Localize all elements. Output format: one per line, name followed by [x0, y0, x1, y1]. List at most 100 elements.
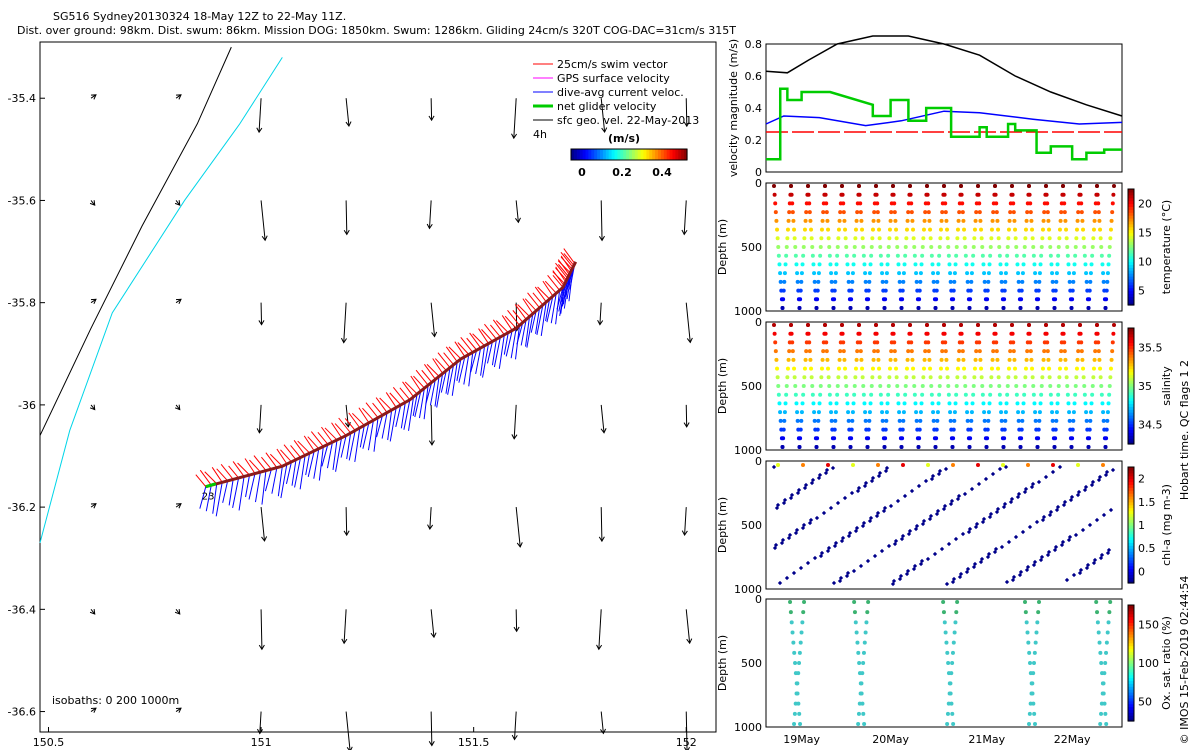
oxygen-colorbar-swatch	[1128, 636, 1134, 641]
temperature-sample	[1020, 271, 1025, 276]
date-x-tick-label: 20May	[872, 733, 909, 746]
temperature-sample	[1044, 192, 1049, 197]
salinity-sample	[944, 357, 949, 362]
oxygen-sample	[797, 661, 802, 665]
chlorophyll-sample	[1006, 539, 1012, 545]
temperature-y-tick-label: 1000	[734, 305, 762, 318]
salinity-sample	[1050, 410, 1055, 415]
oxygen-colorbar-swatch	[1128, 718, 1134, 722]
oxygen-sample	[942, 620, 947, 625]
oxygen-sample	[1029, 691, 1034, 696]
oxygen-sample	[950, 711, 955, 716]
oxygen-sample	[1023, 610, 1028, 615]
chlorophyll-sample	[832, 543, 838, 549]
temperature-colorbar-swatch	[1128, 302, 1134, 306]
swim-vector	[372, 402, 383, 416]
swim-vector	[389, 392, 402, 406]
temperature-sample	[968, 288, 973, 293]
salinity-sample	[999, 418, 1004, 423]
salinity-sample	[882, 445, 887, 449]
salinity-sample	[1013, 375, 1018, 380]
temperature-sample	[1037, 279, 1042, 284]
temperature-sample	[874, 192, 879, 197]
temperature-sample	[917, 297, 922, 302]
salinity-sample	[888, 357, 893, 362]
salinity-sample	[819, 375, 824, 380]
temperature-sample	[1091, 227, 1096, 232]
salinity-sample	[1041, 357, 1046, 362]
temperature-sample	[885, 262, 890, 267]
salinity-sample	[914, 418, 919, 423]
salinity-sample	[806, 323, 810, 327]
temperature-sample	[903, 253, 908, 258]
swim-vector	[375, 397, 388, 413]
salinity-sample	[1005, 384, 1010, 388]
geo-velocity-arrow	[345, 507, 348, 536]
salinity-sample	[989, 366, 994, 371]
swim-vector	[232, 461, 245, 477]
salinity-sample	[866, 436, 871, 441]
chlorophyll-sample	[842, 495, 848, 501]
geo-velocity-arrowhead	[428, 115, 435, 122]
salinity-sample	[811, 401, 816, 406]
salinity-sample	[863, 418, 868, 423]
oxygen-sample	[1037, 600, 1041, 604]
temperature-sample	[1038, 262, 1043, 267]
oxygen-colorbar-swatch	[1128, 686, 1134, 690]
chlorophyll-sample	[876, 473, 882, 479]
salinity-colorbar-tick: 35.5	[1138, 341, 1163, 354]
dive-avg-current-vector	[482, 343, 490, 378]
oxygen-sample	[800, 620, 805, 625]
temperature-sample	[1035, 306, 1040, 310]
salinity-sample	[863, 410, 868, 415]
dive-avg-current-vector	[516, 322, 524, 345]
swim-vector	[437, 352, 451, 368]
salinity-sample	[844, 392, 849, 397]
dive-avg-current-vector	[238, 476, 245, 511]
salinity-sample	[1062, 349, 1067, 354]
chlorophyll-colorbar-tick: 1	[1138, 519, 1145, 532]
temperature-sample	[843, 227, 848, 232]
temperature-sample	[934, 288, 939, 293]
temperature-sample	[1112, 184, 1116, 188]
temperature-sample	[988, 245, 993, 249]
salinity-sample	[991, 349, 996, 354]
salinity-sample	[1091, 375, 1096, 380]
temperature-sample	[997, 253, 1002, 258]
map-colorbar-swatch	[681, 149, 685, 160]
temperature-sample	[929, 245, 934, 249]
temperature-sample	[948, 279, 953, 284]
salinity-sample	[781, 427, 786, 432]
swim-vector	[448, 346, 462, 360]
salinity-sample	[998, 401, 1003, 406]
temperature-colorbar-swatch	[1128, 220, 1134, 225]
temperature-sample	[937, 245, 942, 249]
oxygen-sample	[866, 600, 871, 604]
geo-velocity-arrowhead	[174, 609, 181, 615]
dive-avg-current-vector	[468, 352, 474, 387]
salinity-sample	[1066, 401, 1071, 406]
imos-credit: © IMOS 15-Feb-2019 02:44:54	[1178, 576, 1191, 745]
temperature-sample	[1003, 271, 1008, 276]
oxygen-sample	[860, 671, 865, 676]
salinity-sample	[948, 410, 953, 415]
salinity-sample	[1078, 331, 1083, 336]
chlorophyll-sample	[853, 528, 859, 534]
map-colorbar-swatch	[684, 149, 688, 160]
temperature-sample	[857, 192, 862, 197]
temperature-sample	[877, 227, 882, 232]
salinity-sample	[996, 375, 1001, 380]
salinity-sample	[859, 357, 864, 362]
salinity-colorbar-swatch	[1128, 348, 1134, 352]
oxygen-sample	[946, 661, 951, 665]
geo-velocity-arrow	[514, 711, 517, 740]
colorbar-title: (m/s)	[608, 132, 640, 145]
temperature-sample	[950, 306, 955, 310]
temperature-sample	[1109, 218, 1114, 223]
map-colorbar-swatch	[666, 149, 671, 160]
geo-velocity-arrowhead	[258, 320, 265, 326]
salinity-sample	[980, 384, 985, 388]
salinity-sample	[785, 366, 790, 371]
swim-vector	[421, 369, 433, 383]
map-colorbar-swatch	[602, 149, 607, 160]
